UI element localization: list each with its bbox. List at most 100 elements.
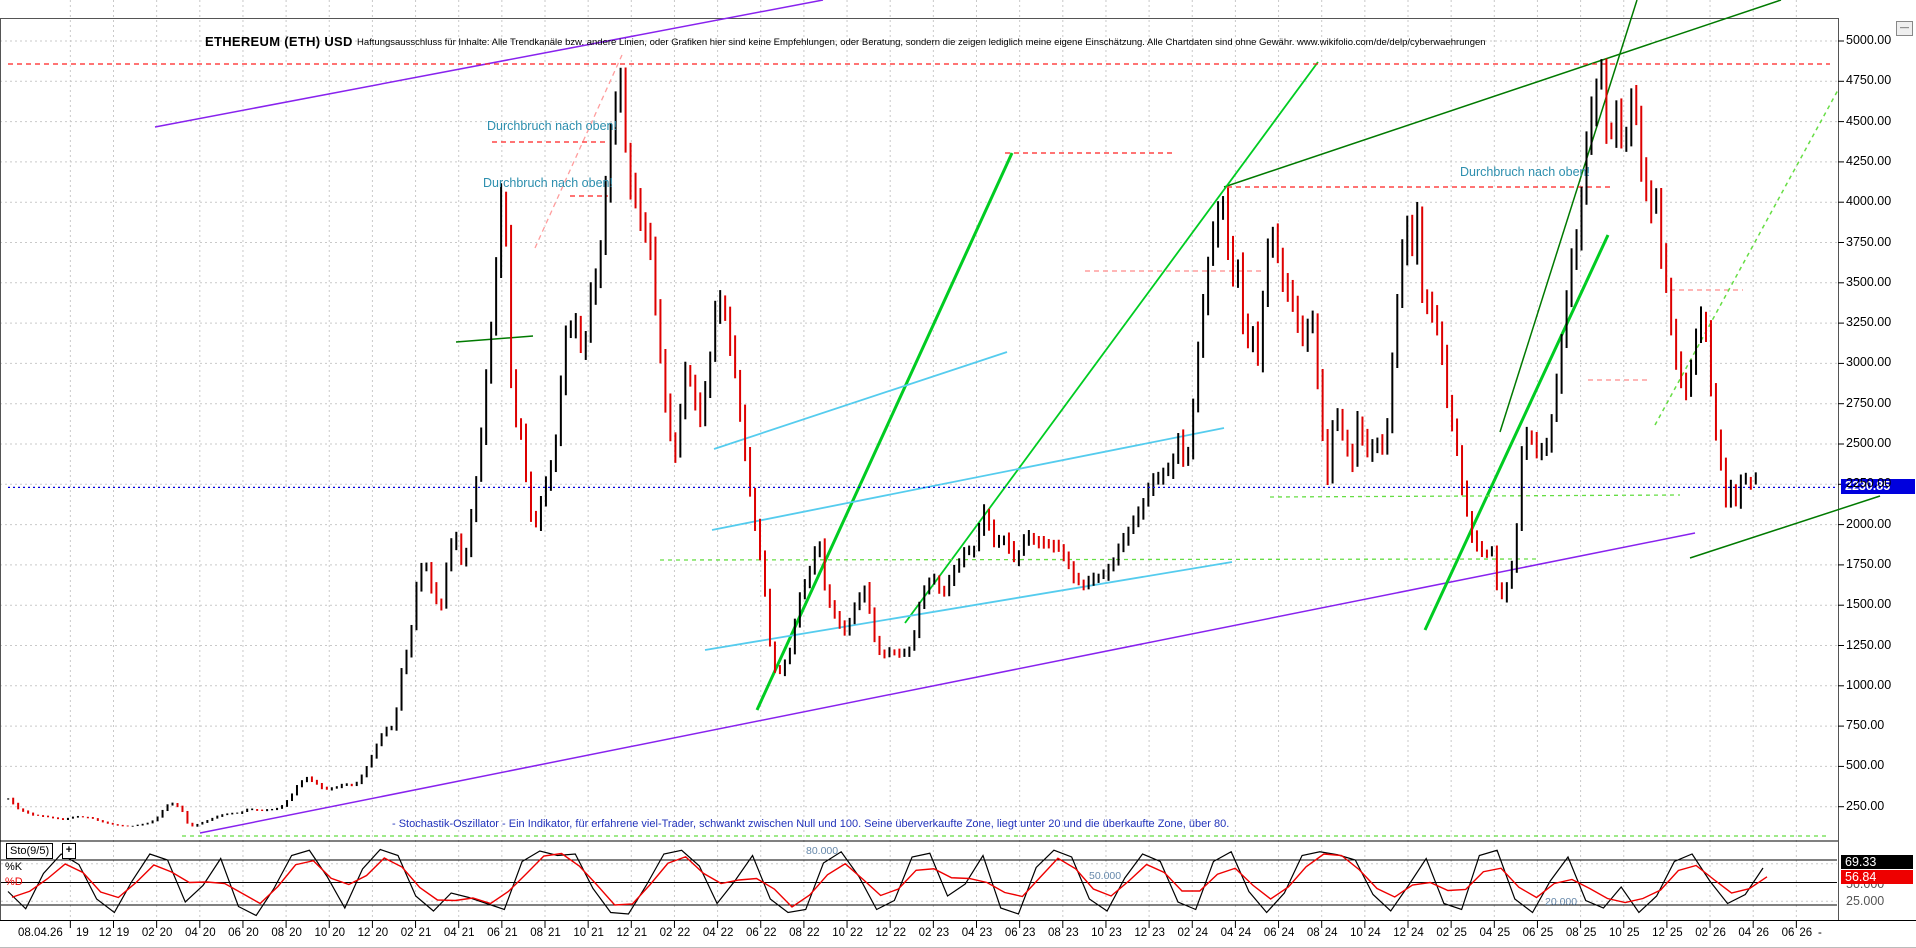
date-tick-month: 02 — [1177, 927, 1191, 939]
date-tick-year: 23 — [1022, 927, 1036, 939]
date-tick-year: 24 — [1238, 927, 1252, 939]
date-tick-month: 06 — [1004, 927, 1018, 939]
date-tick-year: 20 — [289, 927, 302, 939]
sto-indicator-button[interactable]: Sto(9/5) — [6, 843, 54, 859]
date-stamp: 08.04.26 — [18, 927, 63, 939]
date-tick-year: 26 — [1713, 927, 1726, 939]
trend-line-10 — [711, 427, 1225, 531]
osc-level-label-20: 20.000 — [1545, 896, 1578, 908]
date-tick-month: 10 — [1350, 927, 1363, 939]
date-tick-year: 24 — [1411, 927, 1424, 939]
date-tick-year: 25 — [1497, 927, 1511, 939]
date-tick-month: 06 — [1263, 927, 1277, 939]
date-tick-month: 12 — [875, 927, 889, 939]
sto-add-button[interactable]: + — [62, 843, 76, 859]
date-tick-month: 04 — [1738, 927, 1752, 939]
date-tick-year: 23 — [1108, 927, 1122, 939]
date-tick-year: 24 — [1367, 927, 1381, 939]
date-tick-month: 02 — [918, 927, 932, 939]
price-tick-label: 3000.00 — [1846, 355, 1892, 370]
disclaimer-text: Haftungsausschluss für Inhalte: Alle Tre… — [357, 37, 1486, 48]
date-tick-year: 20 — [375, 927, 389, 939]
date-tick-month: 06 — [1781, 927, 1795, 939]
trend-line-4 — [455, 335, 534, 343]
price-tick-label: 3750.00 — [1846, 234, 1892, 249]
date-tick-month: 12 — [1134, 927, 1148, 939]
date-tick-year: 22 — [763, 927, 777, 939]
trend-line-5 — [1499, 0, 1638, 433]
price-tick-label: 500.00 — [1846, 758, 1885, 773]
date-tick-year: 20 — [159, 927, 173, 939]
trend-line-8 — [1423, 234, 1610, 631]
date-tick-month: 08 — [1306, 927, 1320, 939]
date-tick-month: 08 — [789, 927, 802, 939]
date-first-year-label: 19 — [76, 927, 89, 939]
date-tick-year: 24 — [1281, 927, 1295, 939]
date-tick-year: 25 — [1454, 927, 1467, 939]
date-tick-month: 12 — [98, 927, 112, 939]
price-tick-label: 1750.00 — [1846, 556, 1892, 571]
price-tick-label: 1000.00 — [1846, 677, 1892, 692]
date-tick-month: 12 — [1393, 927, 1406, 939]
date-tick-month: 04 — [185, 927, 198, 939]
trend-line-7 — [904, 61, 1319, 624]
date-tick-year: 20 — [332, 927, 346, 939]
date-tick-year: 20 — [245, 927, 259, 939]
date-tick-month: 08 — [530, 927, 543, 939]
date-tick-year: 21 — [418, 927, 432, 939]
price-tick-label: 4500.00 — [1846, 113, 1892, 128]
date-tick-month: 04 — [443, 927, 457, 939]
trend-line-22 — [1269, 494, 1681, 498]
k-value-badge: 69.33 — [1841, 855, 1913, 869]
price-tick-label: 2250.00 — [1846, 476, 1892, 491]
date-tick-year: 21 — [461, 927, 475, 939]
date-tick-year: 21 — [504, 927, 518, 939]
date-tick-month: 02 — [659, 927, 673, 939]
date-tick-month: 10 — [1608, 927, 1622, 939]
annotation-breakout-1: Durchbruch nach oben! — [487, 119, 617, 133]
date-tick-month: 08 — [271, 927, 285, 939]
trend-line-3 — [1223, 0, 1782, 188]
trend-line-9 — [713, 351, 1008, 450]
date-tick-month: 10 — [573, 927, 587, 939]
k-percent-label: %K — [5, 861, 23, 873]
osc-level-label-50: 50.000 — [1089, 870, 1122, 882]
oscillator-footnote: - Stochastik-Oszillator - Ein Indikator,… — [392, 818, 1230, 830]
annotation-breakout-2: Durchbruch nach oben! — [483, 176, 613, 190]
chart-title: ETHEREUM (ETH) USD — [205, 34, 353, 49]
date-tick-year: 26 — [1756, 927, 1769, 939]
date-tick-year: 23 — [1152, 927, 1165, 939]
price-tick-label: 250.00 — [1846, 798, 1885, 813]
price-tick-label: 3250.00 — [1846, 315, 1892, 330]
date-tick-year: 21 — [591, 927, 604, 939]
trend-line-2 — [1689, 495, 1881, 559]
date-tick-year: 25 — [1540, 927, 1554, 939]
date-tick-month: 12 — [357, 927, 371, 939]
osc-axis-label-25: 25.000 — [1846, 894, 1885, 908]
date-tick-month: 04 — [961, 927, 975, 939]
date-tick-year: 21 — [548, 927, 561, 939]
date-tick-year: 22 — [850, 927, 863, 939]
price-tick-label: 750.00 — [1846, 718, 1885, 733]
date-tick-year: 23 — [936, 927, 950, 939]
date-tick-year: 20 — [202, 927, 216, 939]
price-tick-label: 3500.00 — [1846, 274, 1892, 289]
date-tick-month: 04 — [1220, 927, 1234, 939]
date-tick-year: 22 — [893, 927, 906, 939]
trend-line-24 — [659, 558, 1541, 561]
price-tick-label: 4000.00 — [1846, 194, 1892, 209]
current-price-label: 2230.85 — [1841, 479, 1915, 494]
date-tick-month: 10 — [832, 927, 846, 939]
window-minimize-button[interactable]: — — [1896, 21, 1913, 36]
date-tick-month: 10 — [314, 927, 328, 939]
trend-line-1 — [199, 532, 1696, 834]
d-value-badge: 56.84 — [1841, 870, 1913, 884]
date-tick-year: 24 — [1195, 927, 1209, 939]
annotation-breakout-3: Durchbruch nach oben! — [1460, 165, 1590, 179]
date-tick-month: 04 — [702, 927, 716, 939]
date-tick-month: 02 — [400, 927, 414, 939]
date-end-label: - — [1818, 927, 1822, 939]
date-tick-month: 10 — [1091, 927, 1104, 939]
